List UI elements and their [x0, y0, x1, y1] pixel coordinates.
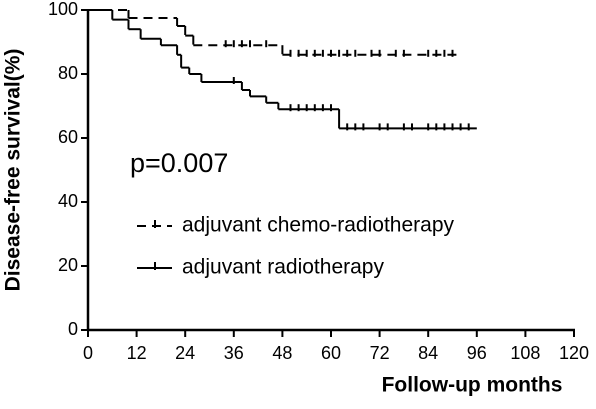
x-tick-label: 84	[418, 343, 438, 363]
x-axis-title: Follow-up months	[382, 374, 563, 397]
y-tick-label: 100	[48, 0, 78, 19]
x-tick-label: 24	[175, 343, 195, 363]
y-axis-title: Disease-free survival(%)	[2, 49, 25, 292]
p-value: p=0.007	[130, 148, 228, 178]
legend-label: adjuvant radiotherapy	[182, 256, 384, 279]
y-tick-label: 0	[68, 319, 78, 339]
x-tick-label: 12	[127, 343, 147, 363]
x-tick-label: 0	[83, 343, 93, 363]
y-tick-label: 20	[58, 255, 78, 275]
x-tick-label: 60	[321, 343, 341, 363]
y-tick-label: 60	[58, 127, 78, 147]
y-tick-label: 40	[58, 191, 78, 211]
x-tick-label: 48	[272, 343, 292, 363]
x-tick-label: 120	[559, 343, 589, 363]
x-tick-label: 36	[224, 343, 244, 363]
legend-label: adjuvant chemo-radiotherapy	[182, 214, 454, 237]
x-tick-label: 72	[370, 343, 390, 363]
y-tick-label: 80	[58, 63, 78, 83]
x-tick-label: 108	[510, 343, 540, 363]
x-tick-label: 96	[467, 343, 487, 363]
